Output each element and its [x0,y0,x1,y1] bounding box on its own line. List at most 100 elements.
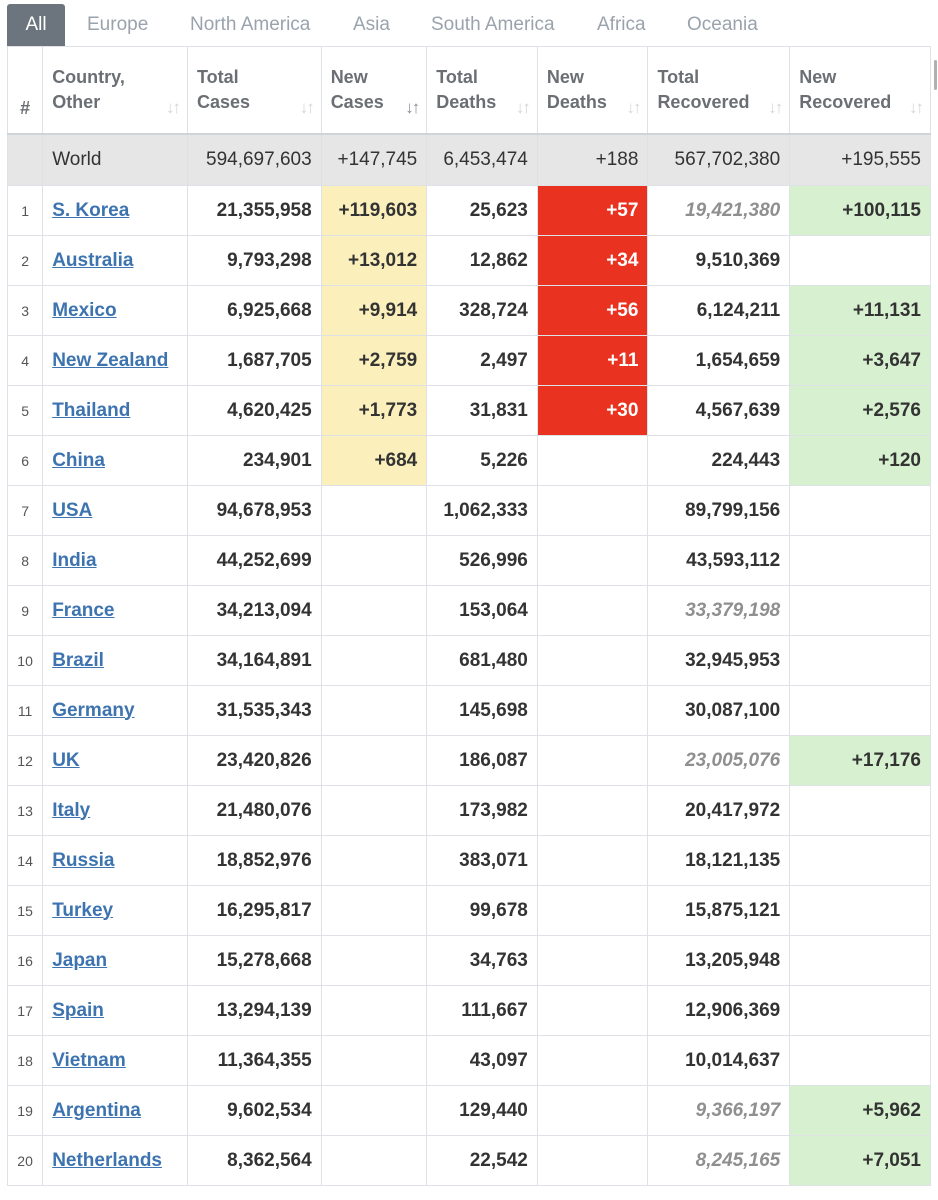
column-header-total-recovered-line1: Total [657,67,700,87]
new-cases-cell [320,485,428,536]
column-header-country[interactable]: Country, Other ↓↑ [42,46,188,135]
total-deaths-cell: 328,724 [426,285,538,336]
country-link[interactable]: Mexico [52,299,117,321]
country-link[interactable]: Vietnam [52,1049,126,1071]
country-link[interactable]: Argentina [52,1099,141,1121]
new-cases-cell [320,935,428,986]
country-cell: Thailand [42,385,188,436]
country-cell: Australia [42,235,188,286]
new-cases-cell [320,1035,428,1086]
tab-asia[interactable]: Asia [353,14,390,35]
world-country-cell: World [42,133,188,186]
total-cases-cell: 23,420,826 [186,735,322,786]
new-recovered-cell [789,685,931,736]
rank-cell: 1 [6,185,44,236]
country-link[interactable]: Turkey [52,899,114,921]
rank-cell: 14 [6,835,44,886]
horizontal-scrollbar[interactable] [934,60,937,90]
country-link[interactable]: Italy [52,799,91,821]
sort-arrows-icon[interactable]: ↓↑ [768,98,783,117]
new-deaths-cell [536,685,649,736]
tab-africa[interactable]: Africa [597,14,646,35]
column-header-new-recovered-line2: Recovered [799,92,892,112]
total-cases-cell: 44,252,699 [186,535,322,586]
sort-arrows-icon[interactable]: ↓↑ [165,98,181,117]
table-row: 18 Vietnam 11,364,355 43,097 10,014,637 [6,1035,931,1086]
country-cell: India [42,535,188,586]
world-total-row: World 594,697,603 +147,745 6,453,474 +18… [6,133,931,186]
new-deaths-cell [536,935,649,986]
country-cell: Italy [42,785,188,836]
sort-arrows-icon[interactable]: ↓↑ [299,98,315,117]
tab-south-america[interactable]: South America [431,14,555,35]
country-link[interactable]: Spain [52,999,104,1021]
new-deaths-cell [536,1085,649,1136]
rank-cell: 11 [6,685,44,736]
country-link[interactable]: Japan [52,949,108,971]
world-total-cases-cell: 594,697,603 [186,133,322,186]
total-deaths-cell: 186,087 [426,735,538,786]
column-header-new-cases[interactable]: New Cases ↓↑ [320,46,428,135]
sort-arrows-icon[interactable]: ↓↑ [515,98,531,117]
tab-oceania[interactable]: Oceania [687,14,758,35]
column-header-new-recovered[interactable]: New Recovered ↓↑ [789,46,931,135]
total-deaths-cell: 22,542 [426,1135,538,1186]
sort-arrows-icon[interactable]: ↓↑ [626,98,641,117]
rank-cell: 5 [6,385,44,436]
new-recovered-cell: +2,576 [789,385,931,436]
rank-cell: 10 [6,635,44,686]
new-cases-cell [320,785,428,836]
total-recovered-cell: 18,121,135 [647,835,791,886]
tab-europe[interactable]: Europe [87,14,149,35]
country-link[interactable]: Brazil [52,649,104,671]
country-cell: UK [42,735,188,786]
total-recovered-cell: 1,654,659 [647,335,791,386]
country-link[interactable]: France [52,599,115,621]
table-row: 13 Italy 21,480,076 173,982 20,417,972 [6,785,931,836]
country-link[interactable]: Australia [52,249,134,271]
column-header-rank[interactable]: # [6,46,44,135]
total-recovered-cell: 9,366,197 [647,1085,791,1136]
world-rank-cell [6,133,44,186]
new-recovered-cell: +120 [789,435,931,486]
country-link[interactable]: Thailand [52,399,131,421]
column-header-total-recovered[interactable]: Total Recovered ↓↑ [647,46,791,135]
column-header-new-deaths-line1: New [546,67,584,87]
total-recovered-cell: 30,087,100 [647,685,791,736]
table-header-row: # Country, Other ↓↑ Total Cases ↓↑ New C… [6,46,931,135]
world-new-deaths-cell: +188 [536,133,649,186]
country-link[interactable]: S. Korea [52,199,130,221]
tab-north-america[interactable]: North America [190,14,311,35]
rank-cell: 18 [6,1035,44,1086]
column-header-total-cases[interactable]: Total Cases ↓↑ [186,46,322,135]
table-row: 12 UK 23,420,826 186,087 23,005,076 +17,176 [6,735,931,786]
total-cases-cell: 16,295,817 [186,885,322,936]
country-link[interactable]: China [52,449,105,471]
new-recovered-cell [789,835,931,886]
country-link[interactable]: New Zealand [52,349,169,371]
total-deaths-cell: 526,996 [426,535,538,586]
total-deaths-cell: 99,678 [426,885,538,936]
new-deaths-cell [536,985,649,1036]
country-link[interactable]: UK [52,749,80,771]
country-cell: S. Korea [42,185,188,236]
new-recovered-cell: +3,647 [789,335,931,386]
country-cell: Argentina [42,1085,188,1136]
total-cases-cell: 15,278,668 [186,935,322,986]
new-recovered-cell: +5,962 [789,1085,931,1136]
table-row: 16 Japan 15,278,668 34,763 13,205,948 [6,935,931,986]
tab-all[interactable]: All [7,4,65,46]
column-header-total-deaths[interactable]: Total Deaths ↓↑ [426,46,538,135]
country-link[interactable]: USA [52,499,93,521]
country-link[interactable]: Germany [52,699,135,721]
country-link[interactable]: India [52,549,97,571]
total-recovered-cell: 13,205,948 [647,935,791,986]
table-row: 3 Mexico 6,925,668 +9,914 328,724 +56 6,124,21… [6,285,931,336]
sort-arrows-icon[interactable]: ↓↑ [909,98,924,117]
country-link[interactable]: Russia [52,849,115,871]
sort-descending-icon[interactable]: ↓↑ [405,98,420,117]
column-header-new-deaths[interactable]: New Deaths ↓↑ [536,46,649,135]
country-link[interactable]: Netherlands [52,1149,162,1171]
rank-cell: 16 [6,935,44,986]
new-cases-cell [320,685,428,736]
